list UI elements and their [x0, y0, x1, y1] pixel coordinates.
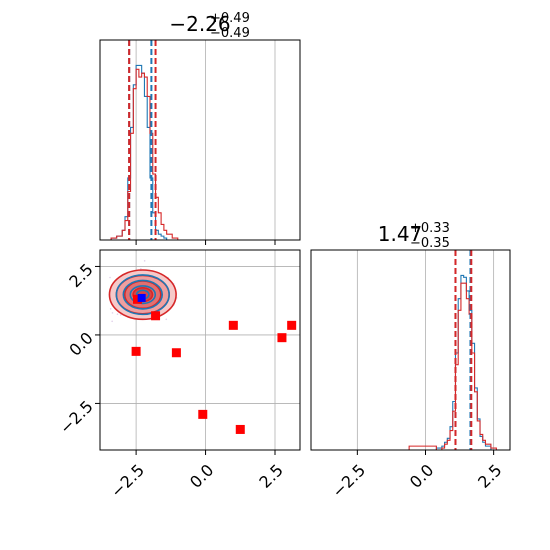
scatter-sample-dot — [140, 267, 142, 270]
scatter-xtick-label: 2.5 — [255, 460, 286, 491]
scatter-xtick-label: 0.0 — [186, 460, 217, 491]
scatter-contour-a — [122, 279, 164, 310]
hist-y-title-sub: −0.35 — [410, 236, 450, 251]
scatter-point — [198, 409, 208, 419]
hist-y-body — [403, 250, 508, 450]
scatter-ytick-label: 2.5 — [65, 260, 96, 291]
hist-x-grid — [135, 40, 276, 240]
scatter-sample-dot — [109, 276, 111, 279]
scatter-body — [108, 260, 297, 434]
scatter-point — [133, 294, 142, 304]
scatter-ytick-label: 0.0 — [65, 328, 96, 359]
scatter-point — [228, 320, 238, 330]
hist-y-ticks: −2.5 0.0 2.5 — [328, 450, 506, 501]
hist-y-xtick-label: −2.5 — [328, 460, 369, 501]
hist-y-xtick-label: 0.0 — [406, 460, 437, 491]
hist-x-title: −2.26 — [169, 12, 230, 36]
hist-y-xtick-label: 2.5 — [474, 460, 505, 491]
hist-y-frame — [310, 249, 511, 451]
scatter-sample-dot — [143, 260, 146, 262]
scatter-sample-dot — [111, 312, 114, 314]
hist-y-grid — [356, 250, 495, 450]
panel-scatter: −2.5 0.0 2.5 −2.5 0.0 2.5 — [56, 249, 301, 501]
scatter-contour-a — [115, 274, 170, 316]
scatter-truth-point — [137, 293, 146, 302]
panel-hist-y: −2.5 0.0 2.5 1.47 +0.33 −0.35 — [310, 221, 511, 501]
scatter-point — [151, 311, 161, 321]
hist-x-title-main: −2.26 — [169, 12, 230, 36]
hist-y-title-sup: +0.33 — [410, 221, 450, 236]
hist-y-title-main: 1.47 — [378, 222, 423, 246]
scatter-point — [131, 346, 141, 356]
hist-x-frame — [99, 39, 301, 241]
scatter-sample-dot — [116, 313, 119, 316]
scatter-point — [287, 320, 297, 330]
panel-hist-x: −2.26 +0.49 −0.49 — [99, 11, 301, 245]
hist-y-series-b — [403, 282, 508, 450]
hist-x-title-sup: +0.49 — [210, 11, 250, 26]
scatter-contour-a — [129, 285, 157, 305]
scatter-sample-dot — [119, 314, 122, 316]
scatter-point — [277, 333, 287, 343]
hist-x-body — [105, 40, 300, 240]
hist-x-ticks — [135, 240, 276, 245]
scatter-sample-dot — [111, 320, 113, 323]
scatter-sample-dot — [165, 318, 168, 321]
scatter-point — [235, 424, 245, 434]
scatter-point — [171, 348, 181, 358]
scatter-xtick-label: −2.5 — [107, 460, 148, 501]
hist-y-title: 1.47 — [378, 222, 423, 246]
hist-x-series-a — [105, 64, 178, 240]
hist-x-series-b — [105, 68, 300, 240]
scatter-sample-dot — [109, 308, 112, 310]
hist-x-title-sub: −0.49 — [210, 26, 250, 41]
scatter-ytick-label: −2.5 — [56, 397, 97, 438]
scatter-frame — [99, 249, 301, 451]
